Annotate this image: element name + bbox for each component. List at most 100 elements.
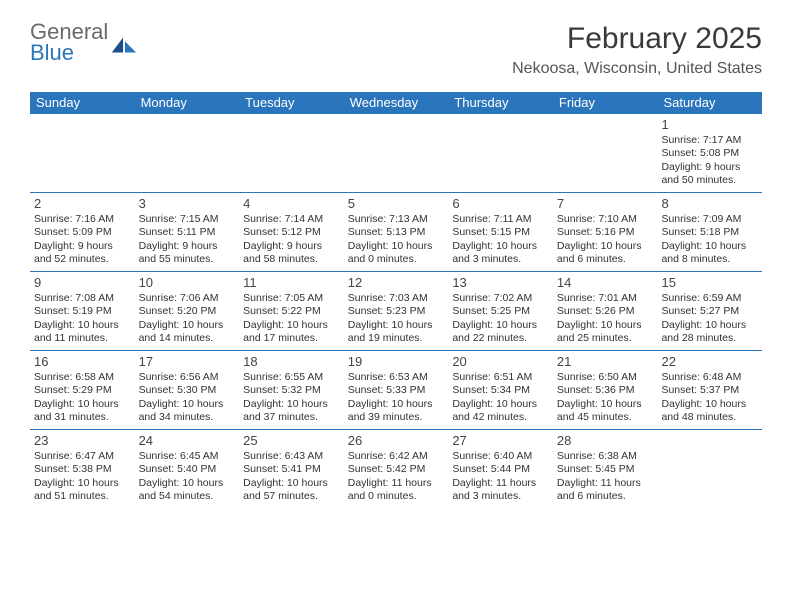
sunset-text: Sunset: 5:09 PM xyxy=(34,226,131,239)
calendar-cell: 2Sunrise: 7:16 AMSunset: 5:09 PMDaylight… xyxy=(30,193,135,271)
day-header: Wednesday xyxy=(344,92,449,114)
calendar-grid: SundayMondayTuesdayWednesdayThursdayFrid… xyxy=(30,92,762,508)
sunset-text: Sunset: 5:40 PM xyxy=(139,463,236,476)
sunset-text: Sunset: 5:19 PM xyxy=(34,305,131,318)
sunset-text: Sunset: 5:33 PM xyxy=(348,384,445,397)
day-header: Saturday xyxy=(657,92,762,114)
day-number: 5 xyxy=(348,196,445,212)
calendar-cell: 4Sunrise: 7:14 AMSunset: 5:12 PMDaylight… xyxy=(239,193,344,271)
logo: General Blue xyxy=(30,22,138,64)
calendar-week-row: 16Sunrise: 6:58 AMSunset: 5:29 PMDayligh… xyxy=(30,351,762,430)
calendar-cell: 22Sunrise: 6:48 AMSunset: 5:37 PMDayligh… xyxy=(657,351,762,429)
sunrise-text: Sunrise: 6:58 AM xyxy=(34,371,131,384)
calendar-cell: 12Sunrise: 7:03 AMSunset: 5:23 PMDayligh… xyxy=(344,272,449,350)
sunset-text: Sunset: 5:11 PM xyxy=(139,226,236,239)
sunrise-text: Sunrise: 7:05 AM xyxy=(243,292,340,305)
calendar-cell: 7Sunrise: 7:10 AMSunset: 5:16 PMDaylight… xyxy=(553,193,658,271)
sunset-text: Sunset: 5:27 PM xyxy=(661,305,758,318)
daylight-text: Daylight: 10 hours xyxy=(139,477,236,490)
daylight-text: and 50 minutes. xyxy=(661,174,758,187)
calendar-cell: 10Sunrise: 7:06 AMSunset: 5:20 PMDayligh… xyxy=(135,272,240,350)
day-number: 1 xyxy=(661,117,758,133)
daylight-text: and 34 minutes. xyxy=(139,411,236,424)
daylight-text: and 14 minutes. xyxy=(139,332,236,345)
day-number: 24 xyxy=(139,433,236,449)
sunrise-text: Sunrise: 6:38 AM xyxy=(557,450,654,463)
daylight-text: Daylight: 9 hours xyxy=(34,240,131,253)
calendar-body: 1Sunrise: 7:17 AMSunset: 5:08 PMDaylight… xyxy=(30,114,762,508)
sunset-text: Sunset: 5:32 PM xyxy=(243,384,340,397)
daylight-text: and 48 minutes. xyxy=(661,411,758,424)
daylight-text: Daylight: 10 hours xyxy=(452,319,549,332)
calendar-cell: 20Sunrise: 6:51 AMSunset: 5:34 PMDayligh… xyxy=(448,351,553,429)
daylight-text: and 0 minutes. xyxy=(348,253,445,266)
daylight-text: Daylight: 10 hours xyxy=(452,398,549,411)
daylight-text: and 55 minutes. xyxy=(139,253,236,266)
sunrise-text: Sunrise: 7:15 AM xyxy=(139,213,236,226)
day-number: 12 xyxy=(348,275,445,291)
daylight-text: Daylight: 10 hours xyxy=(661,319,758,332)
calendar-cell: 23Sunrise: 6:47 AMSunset: 5:38 PMDayligh… xyxy=(30,430,135,508)
sunrise-text: Sunrise: 6:55 AM xyxy=(243,371,340,384)
daylight-text: and 8 minutes. xyxy=(661,253,758,266)
day-number: 25 xyxy=(243,433,340,449)
daylight-text: and 54 minutes. xyxy=(139,490,236,503)
day-number: 8 xyxy=(661,196,758,212)
sunset-text: Sunset: 5:08 PM xyxy=(661,147,758,160)
daylight-text: Daylight: 10 hours xyxy=(243,319,340,332)
daylight-text: and 45 minutes. xyxy=(557,411,654,424)
sunset-text: Sunset: 5:34 PM xyxy=(452,384,549,397)
sunrise-text: Sunrise: 7:02 AM xyxy=(452,292,549,305)
sunrise-text: Sunrise: 6:43 AM xyxy=(243,450,340,463)
calendar-cell: 25Sunrise: 6:43 AMSunset: 5:41 PMDayligh… xyxy=(239,430,344,508)
sunset-text: Sunset: 5:26 PM xyxy=(557,305,654,318)
daylight-text: and 39 minutes. xyxy=(348,411,445,424)
sunrise-text: Sunrise: 6:40 AM xyxy=(452,450,549,463)
daylight-text: and 3 minutes. xyxy=(452,253,549,266)
sunset-text: Sunset: 5:22 PM xyxy=(243,305,340,318)
sunset-text: Sunset: 5:30 PM xyxy=(139,384,236,397)
day-header-row: SundayMondayTuesdayWednesdayThursdayFrid… xyxy=(30,92,762,114)
calendar-cell: 6Sunrise: 7:11 AMSunset: 5:15 PMDaylight… xyxy=(448,193,553,271)
calendar-cell: 11Sunrise: 7:05 AMSunset: 5:22 PMDayligh… xyxy=(239,272,344,350)
daylight-text: and 42 minutes. xyxy=(452,411,549,424)
calendar-week-row: 9Sunrise: 7:08 AMSunset: 5:19 PMDaylight… xyxy=(30,272,762,351)
daylight-text: Daylight: 10 hours xyxy=(348,398,445,411)
day-number: 11 xyxy=(243,275,340,291)
daylight-text: and 57 minutes. xyxy=(243,490,340,503)
day-number: 6 xyxy=(452,196,549,212)
sunset-text: Sunset: 5:16 PM xyxy=(557,226,654,239)
daylight-text: Daylight: 10 hours xyxy=(34,319,131,332)
daylight-text: and 6 minutes. xyxy=(557,253,654,266)
calendar-cell: 21Sunrise: 6:50 AMSunset: 5:36 PMDayligh… xyxy=(553,351,658,429)
daylight-text: and 22 minutes. xyxy=(452,332,549,345)
daylight-text: Daylight: 10 hours xyxy=(34,477,131,490)
sunset-text: Sunset: 5:42 PM xyxy=(348,463,445,476)
daylight-text: and 25 minutes. xyxy=(557,332,654,345)
sunset-text: Sunset: 5:44 PM xyxy=(452,463,549,476)
day-number: 28 xyxy=(557,433,654,449)
sunrise-text: Sunrise: 7:06 AM xyxy=(139,292,236,305)
day-number: 7 xyxy=(557,196,654,212)
day-number: 2 xyxy=(34,196,131,212)
day-header: Tuesday xyxy=(239,92,344,114)
day-number: 10 xyxy=(139,275,236,291)
calendar-cell xyxy=(553,114,658,192)
day-number: 17 xyxy=(139,354,236,370)
daylight-text: Daylight: 11 hours xyxy=(348,477,445,490)
calendar-page: General Blue February 2025 Nekoosa, Wisc… xyxy=(0,0,792,528)
sunrise-text: Sunrise: 6:48 AM xyxy=(661,371,758,384)
calendar-cell: 24Sunrise: 6:45 AMSunset: 5:40 PMDayligh… xyxy=(135,430,240,508)
sunset-text: Sunset: 5:25 PM xyxy=(452,305,549,318)
sunset-text: Sunset: 5:41 PM xyxy=(243,463,340,476)
calendar-week-row: 23Sunrise: 6:47 AMSunset: 5:38 PMDayligh… xyxy=(30,430,762,508)
calendar-cell: 28Sunrise: 6:38 AMSunset: 5:45 PMDayligh… xyxy=(553,430,658,508)
daylight-text: and 0 minutes. xyxy=(348,490,445,503)
calendar-cell xyxy=(239,114,344,192)
day-header: Friday xyxy=(553,92,658,114)
day-header: Sunday xyxy=(30,92,135,114)
sunset-text: Sunset: 5:45 PM xyxy=(557,463,654,476)
daylight-text: and 58 minutes. xyxy=(243,253,340,266)
day-number: 19 xyxy=(348,354,445,370)
logo-line2: Blue xyxy=(30,43,108,64)
